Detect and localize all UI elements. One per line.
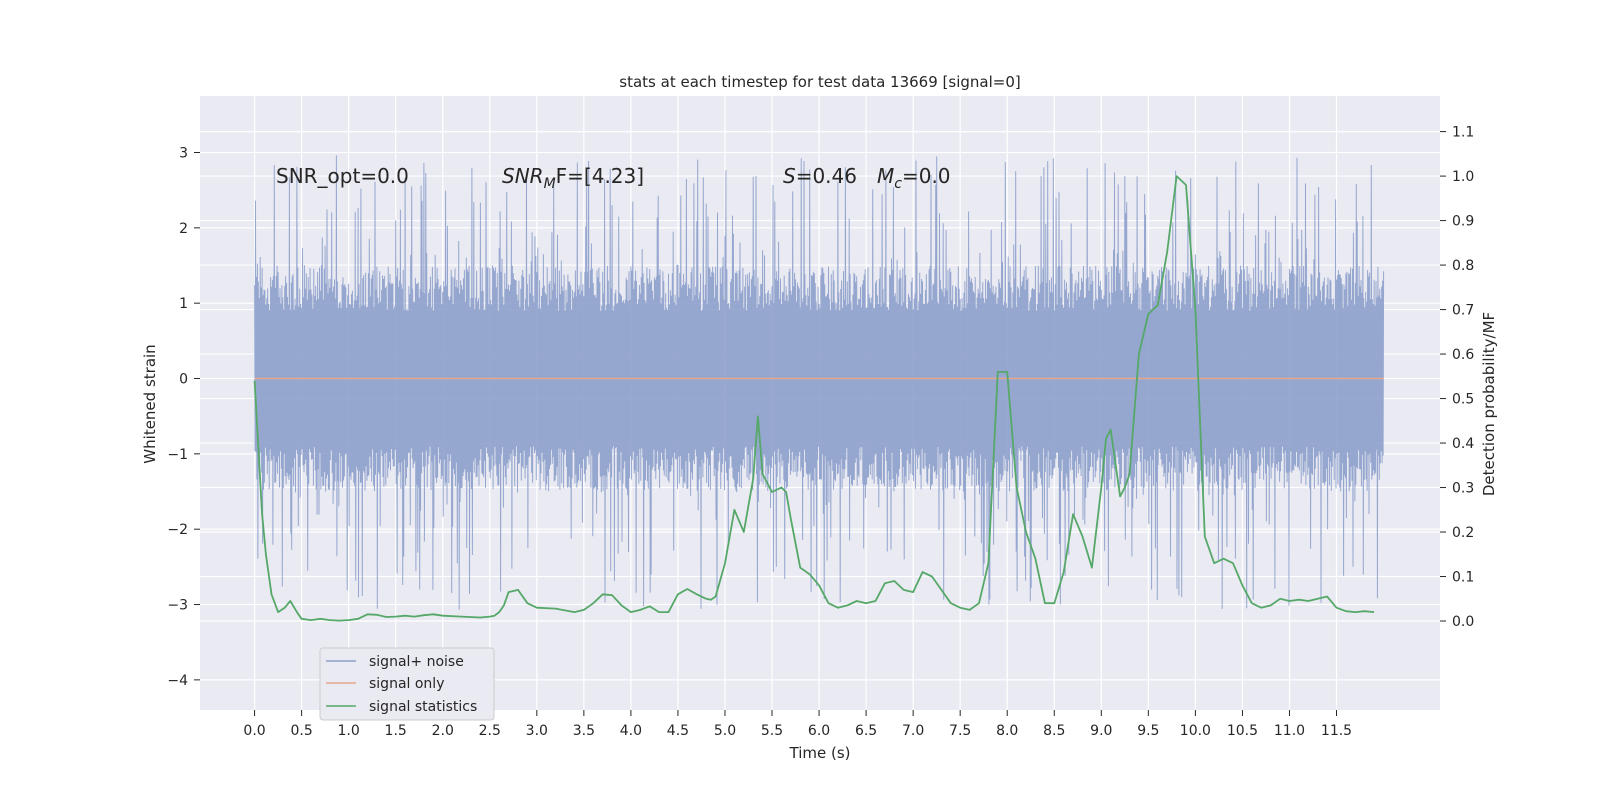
x-tick-label: 2.0 <box>432 723 454 739</box>
y-tick-label: −1 <box>167 447 188 463</box>
y2-tick-label: 1.0 <box>1452 169 1474 185</box>
y2-tick-label: 0.9 <box>1452 214 1474 230</box>
y2-tick-label: 0.1 <box>1452 570 1474 586</box>
legend-box <box>319 647 495 721</box>
x-tick-label: 11.5 <box>1321 723 1352 739</box>
y-tick-labels: −4 −3 −2 −1 0 1 2 3 <box>167 146 200 689</box>
x-tick-label: 10.5 <box>1227 723 1258 739</box>
x-tick-label: 0.5 <box>290 723 312 739</box>
x-tick-label: 1.5 <box>385 723 407 739</box>
signal-statistics-line <box>253 175 1375 622</box>
y-tick-label: 0 <box>179 372 188 388</box>
y2-tick-label: 0.5 <box>1452 392 1474 408</box>
legend-label-statistics: signal statistics <box>369 699 477 715</box>
x-tick-label: 8.5 <box>1043 723 1065 739</box>
x-axis-label: Time (s) <box>789 744 851 762</box>
legend-label-noise: signal+ noise <box>369 654 464 670</box>
legend: signal+ noise signal only signal statist… <box>319 647 495 721</box>
noise-series <box>254 155 1385 610</box>
y-tick-label: 3 <box>179 146 188 162</box>
y2-tick-label: 1.1 <box>1452 125 1474 141</box>
x-tick-label: 4.5 <box>667 723 689 739</box>
y-tick-label: −3 <box>167 598 188 614</box>
y2-tick-labels: 0.0 0.1 0.2 0.3 0.4 0.5 0.6 0.7 0.8 0.9 1.0 1.1 <box>1440 125 1474 630</box>
y-tick-label: 2 <box>179 221 188 237</box>
y2-axis-label: Detection probability/MF <box>1480 312 1498 496</box>
x-tick-labels: 0.0 0.5 1.0 1.5 2.0 2.5 3.0 3.5 4.0 4.5 5.0 5.5 6.0 6… <box>243 710 1352 739</box>
x-tick-label: 6.5 <box>855 723 877 739</box>
y2-tick-label: 0.0 <box>1452 614 1474 630</box>
chart-title: stats at each timestep for test data 136… <box>619 73 1020 91</box>
x-tick-label: 5.0 <box>714 723 736 739</box>
annotation-s: S=0.46 <box>783 164 857 188</box>
noise-trace <box>254 155 1385 610</box>
x-tick-label: 4.0 <box>620 723 642 739</box>
x-tick-label: 3.5 <box>573 723 595 739</box>
y2-tick-label: 0.3 <box>1452 481 1474 497</box>
y2-tick-label: 0.2 <box>1452 525 1474 541</box>
x-tick-label: 2.5 <box>479 723 501 739</box>
y2-tick-label: 0.8 <box>1452 258 1474 274</box>
annotation-snr-opt: SNR_opt=0.0 <box>276 164 409 188</box>
x-tick-label: 9.5 <box>1137 723 1159 739</box>
signal-statistics-series <box>253 175 1375 622</box>
y2-tick-label: 0.4 <box>1452 436 1474 452</box>
x-tick-label: 8.0 <box>996 723 1018 739</box>
x-tick-label: 5.5 <box>761 723 783 739</box>
annotation-mc: Mc=0.0 <box>877 164 951 192</box>
x-tick-label: 9.0 <box>1090 723 1112 739</box>
y-tick-label: 1 <box>179 296 188 312</box>
y2-tick-label: 0.7 <box>1452 303 1474 319</box>
x-tick-label: 10.0 <box>1180 723 1211 739</box>
x-tick-label: 1.0 <box>338 723 360 739</box>
x-tick-label: 7.5 <box>949 723 971 739</box>
y2-tick-label: 0.6 <box>1452 347 1474 363</box>
x-tick-label: 6.0 <box>808 723 830 739</box>
y-tick-label: −2 <box>167 522 188 538</box>
x-tick-label: 11.0 <box>1274 723 1305 739</box>
legend-label-signal-only: signal only <box>369 676 444 692</box>
y-axis-label: Whitened strain <box>141 344 159 463</box>
x-tick-label: 3.0 <box>526 723 548 739</box>
x-tick-label: 0.0 <box>243 723 265 739</box>
y-tick-label: −4 <box>167 673 188 689</box>
annotation-snr-mf: SNRMF=[4.23] <box>502 164 644 192</box>
x-tick-label: 7.0 <box>902 723 924 739</box>
